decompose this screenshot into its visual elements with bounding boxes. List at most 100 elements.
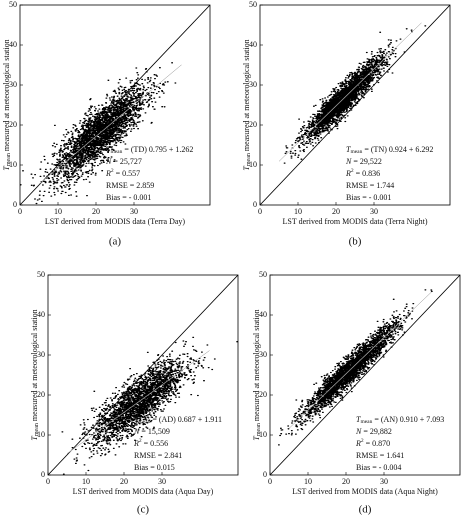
y-axis-label: Tmean measured at meteorological station xyxy=(30,309,41,440)
stat-line: RMSE = 1.641 xyxy=(356,451,404,460)
regression-line-outer xyxy=(278,22,422,162)
panel: 0 10 20 30 0 10 20 30 40 50 LST derived from MODIS… xyxy=(242,0,451,248)
identity-line xyxy=(260,5,450,205)
stat-name: N xyxy=(345,157,352,166)
stat-name: Bias xyxy=(106,193,120,202)
fit-symbol: T xyxy=(346,145,351,154)
stat-name: N xyxy=(105,157,112,166)
stat-line: N = 15,509 xyxy=(133,427,170,436)
stat-line: RMSE = 2.859 xyxy=(106,181,154,190)
stat-value: = 29,522 xyxy=(353,157,382,166)
panel: 0 10 20 30 0 10 20 30 40 50 LST derived from MODIS… xyxy=(2,0,211,248)
x-tick-label: 0 xyxy=(46,477,50,486)
stat-value: = 0.015 xyxy=(150,463,175,472)
caption: (c) xyxy=(137,504,150,516)
y-label-symbol: T xyxy=(30,436,39,441)
stat-sup: 2 xyxy=(111,168,114,174)
x-tick-label: 30 xyxy=(380,477,388,486)
stat-line: Bias = - 0.001 xyxy=(106,193,151,202)
stat-name: Bias xyxy=(356,463,370,472)
stat-value: = 25,727 xyxy=(113,157,142,166)
fit-slope: 0.924 xyxy=(389,145,407,154)
y-axis-label: Tmean measured at meteorological station xyxy=(252,309,263,440)
panel: 0 10 20 30 0 10 20 30 40 50 LST derived from MODIS… xyxy=(30,270,239,516)
stat-name: RMSE xyxy=(356,451,378,460)
y-tick-label: 0 xyxy=(13,200,17,209)
y-tick-label: 0 xyxy=(41,470,45,479)
fit-intercept: 7.093 xyxy=(426,415,444,424)
y-tick-label: 10 xyxy=(37,430,45,439)
identity-line xyxy=(270,275,460,475)
y-tick-label: 20 xyxy=(9,120,17,129)
y-tick-label: 50 xyxy=(249,0,257,9)
y-tick-label: 50 xyxy=(37,270,45,279)
stat-value: = 1.744 xyxy=(370,181,395,190)
y-tick-label: 40 xyxy=(249,40,257,49)
x-tick-label: 20 xyxy=(342,477,350,486)
stat-value: = 2.859 xyxy=(130,181,155,190)
stat-value: = 1.641 xyxy=(380,451,405,460)
x-axis-label: LST derived from MODIS data (Aqua Night) xyxy=(292,487,438,496)
y-label-rest: measured at meteorological station xyxy=(242,39,251,153)
fit-equation: Tmean = (TD) 0.795 +1.262 xyxy=(106,145,193,155)
y-label-sub: mean xyxy=(6,153,12,166)
y-label-symbol: T xyxy=(252,436,261,441)
stat-line: R2 = 0.557 xyxy=(105,168,140,178)
stat-name: R xyxy=(133,439,139,448)
stat-line: Bias = 0.015 xyxy=(134,463,175,472)
fit-slope: 0.910 xyxy=(400,415,418,424)
fit-prefix: = (TN) xyxy=(364,145,387,154)
y-axis-label: Tmean measured at meteorological station xyxy=(242,39,253,170)
fit-sub: mean xyxy=(350,149,362,155)
stat-line: Bias = - 0.001 xyxy=(346,193,391,202)
stat-name: R xyxy=(345,169,351,178)
fit-equation: Tmean = (AN) 0.910 +7.093 xyxy=(356,415,444,425)
regression-line-outer xyxy=(66,350,210,454)
stat-sup: 2 xyxy=(361,438,364,444)
stat-value: = 0.556 xyxy=(144,439,169,448)
fit-intercept: 1.911 xyxy=(204,415,222,424)
x-tick-label: 0 xyxy=(18,207,22,216)
x-tick-label: 30 xyxy=(370,207,378,216)
stat-line: R2 = 0.836 xyxy=(345,168,380,178)
fit-symbol: T xyxy=(134,415,139,424)
fit-prefix: = (AD) xyxy=(152,415,176,424)
fit-prefix: = (TD) xyxy=(124,145,147,154)
x-tick-label: 30 xyxy=(158,477,166,486)
stat-name: RMSE xyxy=(106,181,128,190)
x-tick-label: 0 xyxy=(268,477,272,486)
stat-value: = 0.870 xyxy=(366,439,391,448)
point-cloud xyxy=(277,289,433,446)
fit-slope: 0.687 xyxy=(178,415,196,424)
stat-name: RMSE xyxy=(346,181,368,190)
y-tick-label: 30 xyxy=(9,80,17,89)
fit-symbol: T xyxy=(356,415,361,424)
y-tick-label: 30 xyxy=(259,350,267,359)
x-axis-label: LST derived from MODIS data (Terra Night… xyxy=(282,217,427,226)
y-tick-label: 20 xyxy=(37,390,45,399)
y-tick-label: 10 xyxy=(9,160,17,169)
stat-value: = 0.836 xyxy=(356,169,381,178)
y-tick-label: 30 xyxy=(249,80,257,89)
stat-line: N = 29,522 xyxy=(345,157,382,166)
stat-value: = 2.841 xyxy=(158,451,183,460)
stat-name: RMSE xyxy=(134,451,156,460)
y-tick-label: 40 xyxy=(259,310,267,319)
x-tick-label: 20 xyxy=(92,207,100,216)
axes-frame xyxy=(19,4,211,206)
fit-intercept: 1.262 xyxy=(175,145,193,154)
y-tick-label: 30 xyxy=(37,350,45,359)
caption: (d) xyxy=(359,504,372,516)
y-label-symbol: T xyxy=(2,166,11,171)
stat-value: = 29,882 xyxy=(363,427,392,436)
x-axis-label: LST derived from MODIS data (Terra Day) xyxy=(45,217,185,226)
x-tick-label: 30 xyxy=(130,207,138,216)
stat-value: = 0.557 xyxy=(116,169,141,178)
stat-name: R xyxy=(355,439,361,448)
y-tick-label: 10 xyxy=(259,430,267,439)
fit-slope: 0.795 xyxy=(149,145,167,154)
stat-line: R2 = 0.870 xyxy=(355,438,390,448)
y-tick-label: 50 xyxy=(259,270,267,279)
stat-value: = - 0.004 xyxy=(372,463,401,472)
y-tick-label: 20 xyxy=(259,390,267,399)
